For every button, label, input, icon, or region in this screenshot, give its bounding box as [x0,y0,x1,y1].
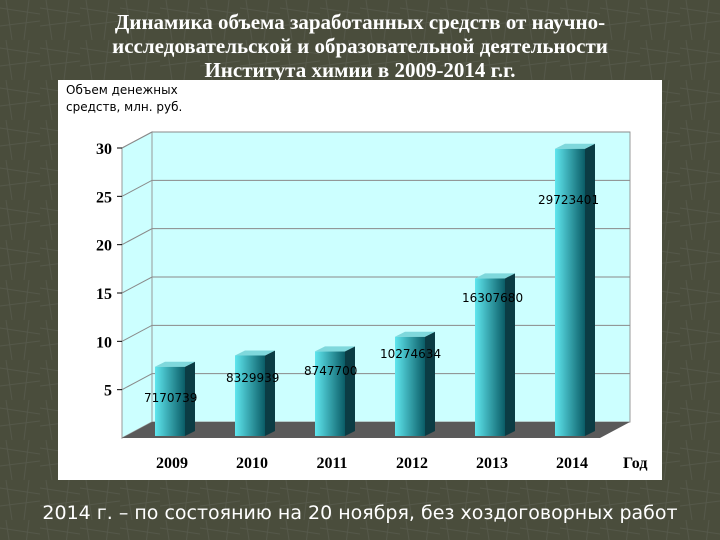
data-label: 8747700 [304,364,357,378]
bar-2012 [395,336,425,436]
bar-side-2012 [425,331,435,436]
title-line-3: Института химии в 2009-2014 г.г. [204,58,516,82]
data-label: 29723401 [538,193,599,207]
gridline [121,228,630,246]
y-tick-label: 10 [96,334,112,351]
gridline [121,324,630,342]
bar-2013 [475,278,505,436]
bar-2010 [235,355,265,436]
bar-top-2014 [555,143,595,149]
x-ticks: 2009 2010 2011 2012 2013 2014 [156,455,588,472]
x-tick-label: 2010 [236,455,268,472]
data-label: 10274634 [380,347,441,361]
bar-top-2009 [155,361,195,367]
bar-side-2013 [505,273,515,436]
y-tick-label: 25 [96,189,112,206]
data-label: 16307680 [462,291,523,305]
gridline [121,179,630,197]
x-tick-label: 2012 [396,455,428,472]
bar-top-2010 [235,350,275,356]
bar-side-2010 [265,350,275,436]
bar-top-2011 [315,346,355,352]
slide-title: Динамика объема заработанных средств от … [40,10,680,82]
bar-side-2009 [185,361,195,436]
gridlines [117,131,630,391]
title-line-1: Динамика объема заработанных средств от … [114,10,606,34]
y-axis-label-line-1: Объем денежных [66,83,178,97]
data-labels: 7170739 8329939 8747700 10274634 16307680 297… [144,193,599,405]
bar-2011 [315,351,345,436]
y-tick-label: 20 [96,238,112,255]
bar-side-2014 [585,143,595,436]
x-tick-label: 2011 [316,455,347,472]
y-tick-label: 5 [104,383,112,400]
bars [155,143,595,436]
bar-2009 [155,366,185,436]
bar-side-2011 [345,346,355,436]
bar-chart: 5 10 15 20 25 30 2009 2010 2011 2012 2013 2014 717… [66,83,647,472]
bar-top-2012 [395,331,435,337]
x-tick-label: 2013 [476,455,508,472]
y-ticks: 5 10 15 20 25 30 [96,141,112,400]
chart-panel: 5 10 15 20 25 30 2009 2010 2011 2012 2013 2014 717… [58,80,662,480]
data-label: 7170739 [144,391,197,405]
chart-floor [122,422,630,438]
title-line-2: исследовательской и образовательной деят… [112,34,608,58]
y-axis-label-line-2: средств, млн. руб. [66,100,182,114]
x-tick-label: 2014 [556,455,588,472]
gridline [121,131,630,149]
data-label: 8329939 [226,371,279,385]
bar-top-2013 [475,273,515,279]
x-tick-label: 2009 [156,455,188,472]
gridline [121,373,630,391]
y-tick-label: 30 [96,141,112,158]
footnote: 2014 г. – по состоянию на 20 ноября, без… [42,502,678,524]
x-axis-label: Год [623,455,647,472]
y-tick-label: 15 [96,286,112,303]
gridline [121,276,630,294]
bar-2014 [555,148,585,436]
